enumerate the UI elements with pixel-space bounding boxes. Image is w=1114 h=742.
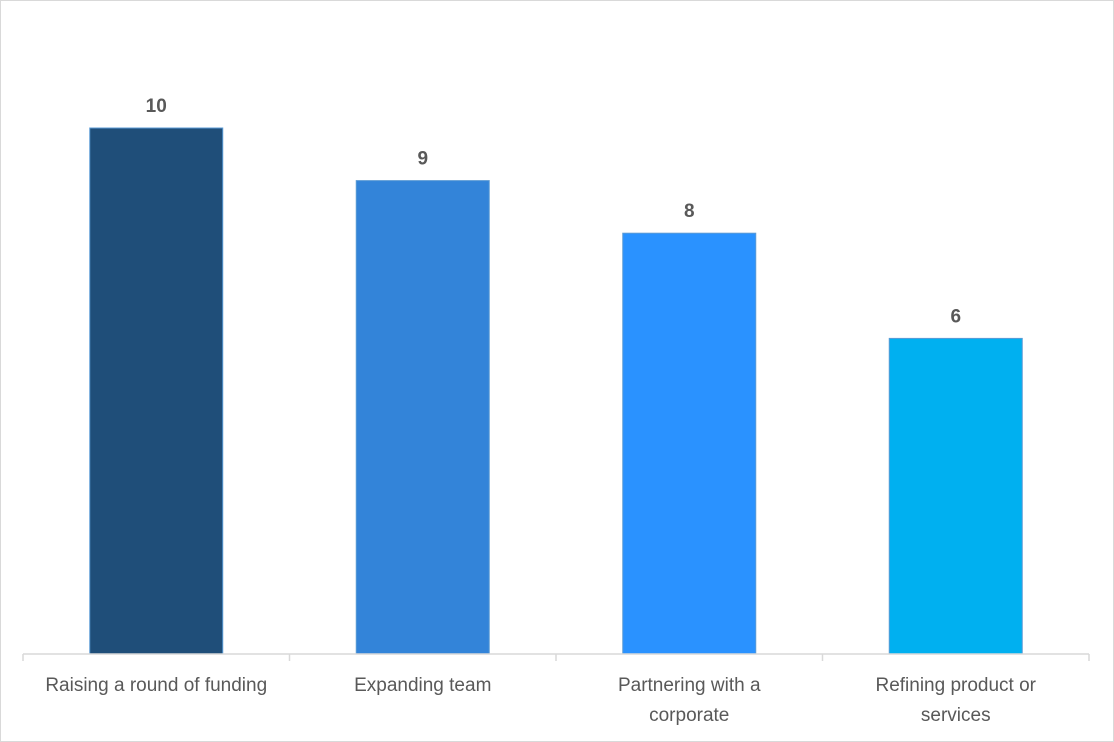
data-labels-group: 10 9 8 6 xyxy=(146,96,961,327)
x-tick-label-1: Expanding team xyxy=(354,675,491,696)
bar-2 xyxy=(622,232,757,655)
x-tick-label-line: Raising a round of funding xyxy=(45,675,267,696)
x-tick-label-line: services xyxy=(921,705,991,726)
x-tick-label-line: Partnering with a xyxy=(618,675,761,696)
x-tick-label-0: Raising a round of funding xyxy=(45,675,267,696)
data-label-3: 6 xyxy=(950,306,961,327)
x-tick-label-line: Refining product or xyxy=(875,675,1036,696)
bar-0 xyxy=(89,127,224,655)
x-axis xyxy=(22,653,1090,661)
x-tick-labels-group: Raising a round of funding Expanding team… xyxy=(45,675,1036,726)
data-label-0: 10 xyxy=(146,96,167,117)
bar-3 xyxy=(888,337,1023,655)
bars-group xyxy=(89,127,1023,655)
data-label-2: 8 xyxy=(684,201,695,222)
data-label-1: 9 xyxy=(417,149,428,170)
x-tick-label-3: Refining product or services xyxy=(875,675,1036,726)
x-tick-label-line: Expanding team xyxy=(354,675,491,696)
x-tick-label-2: Partnering with a corporate xyxy=(618,675,761,726)
bar-1 xyxy=(355,180,490,655)
x-tick-label-line: corporate xyxy=(649,705,729,726)
